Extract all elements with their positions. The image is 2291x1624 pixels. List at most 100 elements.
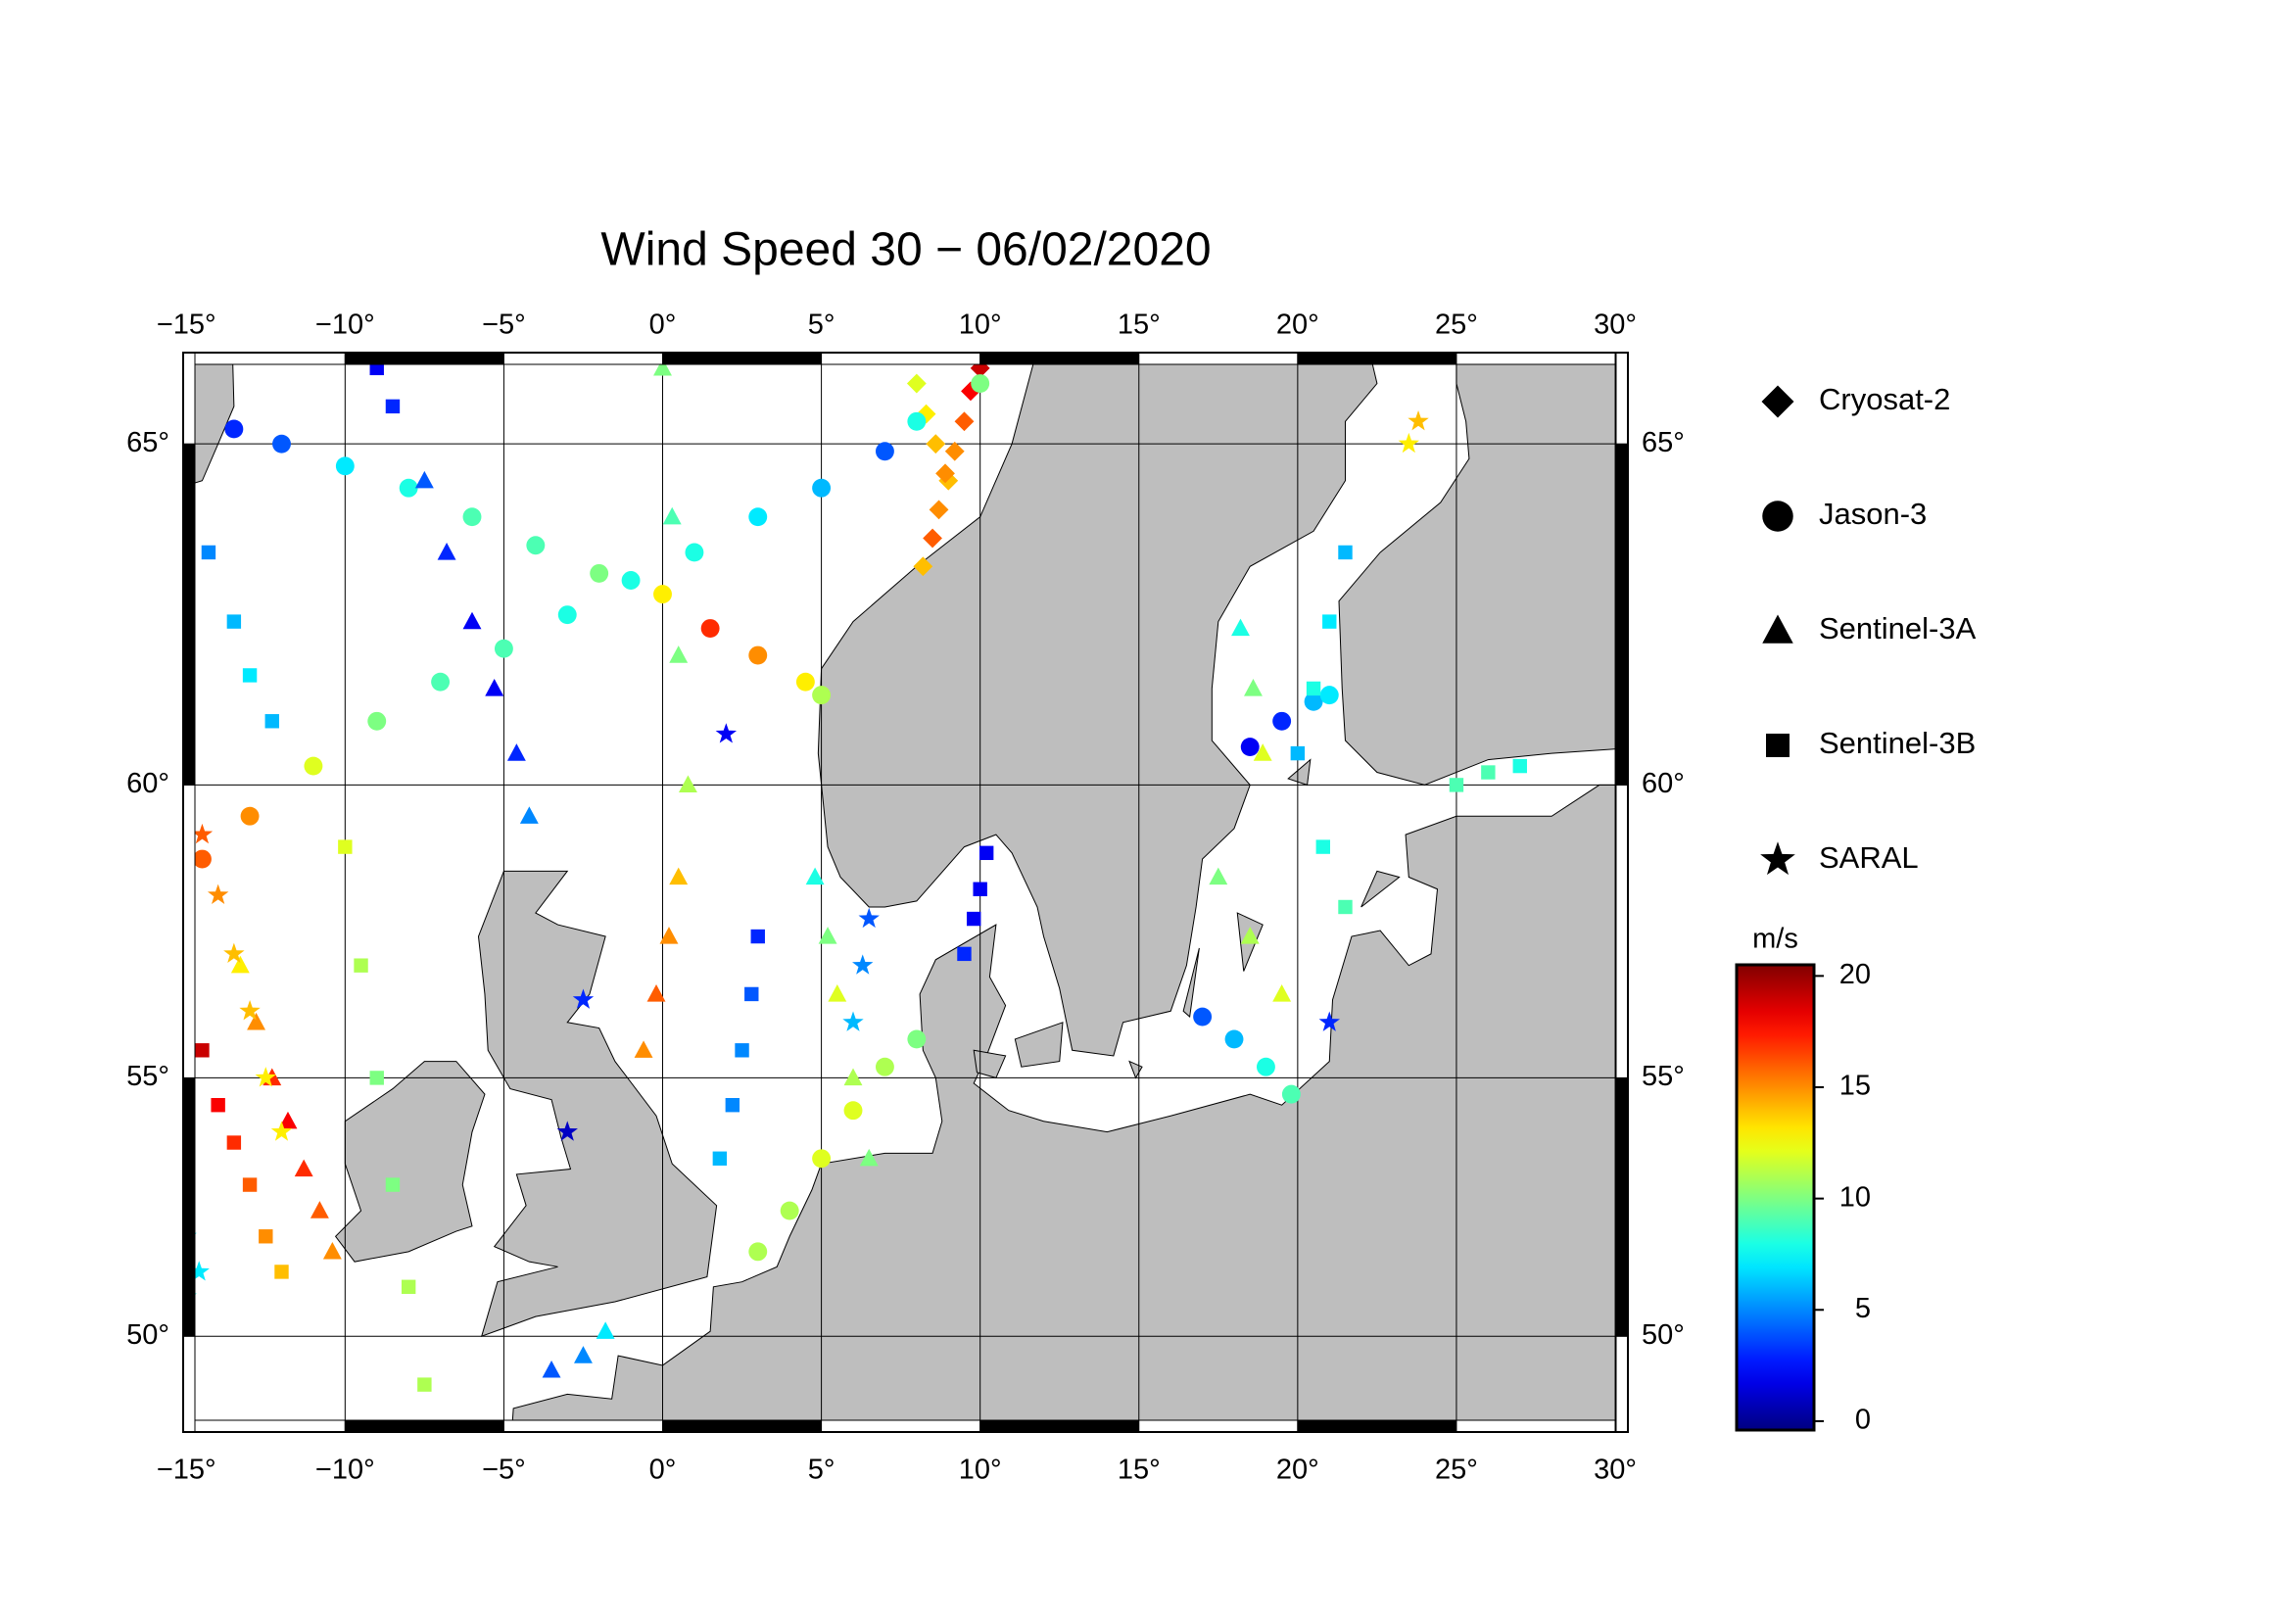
circle-marker xyxy=(748,1242,768,1262)
triangle-marker xyxy=(506,743,526,761)
circle-marker xyxy=(780,1201,799,1220)
square-marker xyxy=(725,1098,740,1113)
square-marker xyxy=(354,958,368,973)
circle-marker xyxy=(653,585,672,604)
square-marker xyxy=(1315,839,1330,854)
square-marker xyxy=(401,1279,416,1294)
circle-marker xyxy=(462,507,482,527)
circle-marker xyxy=(1224,1029,1244,1049)
square-marker xyxy=(259,1229,273,1244)
colorbar-tick-label: 10 xyxy=(1839,1181,1871,1213)
lon-tick-label: 30° xyxy=(1594,310,1637,341)
lon-tick-label: 25° xyxy=(1435,1455,1478,1486)
lat-tick-label: 60° xyxy=(126,768,169,799)
legend-label: Sentinel-3A xyxy=(1819,611,1977,645)
triangle-marker xyxy=(1253,743,1272,761)
square-marker xyxy=(1290,745,1306,761)
frame-strip xyxy=(185,352,346,365)
square-marker xyxy=(1306,681,1321,696)
diamond-marker xyxy=(913,556,933,577)
diamond-marker xyxy=(954,411,975,432)
frame-strip xyxy=(1615,443,1629,786)
frame-strip xyxy=(1456,1419,1616,1433)
star-marker xyxy=(223,942,245,963)
circle-marker xyxy=(1281,1084,1301,1104)
circle-marker xyxy=(812,686,832,705)
circle-marker xyxy=(700,619,720,638)
square-marker xyxy=(242,1177,258,1192)
lon-tick-label: 15° xyxy=(1118,310,1161,341)
diamond-marker xyxy=(944,441,965,461)
triangle-marker xyxy=(1762,614,1793,644)
triangle-marker xyxy=(653,358,672,376)
frame-strip xyxy=(1456,352,1616,365)
circle-marker xyxy=(335,456,355,476)
lat-tick-label: 65° xyxy=(1642,427,1685,458)
frame-strip xyxy=(182,1076,196,1337)
landmass xyxy=(477,870,718,1338)
triangle-marker xyxy=(1209,867,1228,885)
triangle-marker xyxy=(805,867,825,885)
circle-marker xyxy=(494,639,513,658)
frame-strip xyxy=(502,352,664,365)
circle-marker xyxy=(907,1029,927,1049)
square-marker xyxy=(973,882,987,896)
circle-marker xyxy=(812,1149,832,1169)
triangle-marker xyxy=(669,867,689,885)
frame-border xyxy=(182,352,1629,1433)
landmass xyxy=(1182,947,1200,1019)
track-points xyxy=(183,358,1527,1392)
triangle-marker xyxy=(542,1360,561,1378)
lon-tick-label: −10° xyxy=(315,1455,375,1486)
diamond-marker xyxy=(1761,385,1794,418)
triangle-marker xyxy=(230,955,250,974)
triangle-marker xyxy=(294,1159,313,1177)
diamond-marker xyxy=(926,434,946,454)
star-marker xyxy=(1318,1011,1340,1031)
legend: Cryosat-2 Jason-3 Sentinel-3A Sentinel-3B SA… xyxy=(1760,382,1977,875)
circle-marker xyxy=(1240,738,1260,757)
colorbar-tick-label: 0 xyxy=(1855,1405,1871,1436)
colorbar: m/s 0 5 10 15 20 xyxy=(1735,924,1871,1436)
circle-marker xyxy=(1193,1007,1213,1027)
triangle-marker xyxy=(818,927,837,944)
triangle-marker xyxy=(437,543,456,560)
lon-tick-label: 0° xyxy=(649,1455,677,1486)
square-marker xyxy=(1766,734,1790,757)
square-marker xyxy=(264,714,279,729)
star-marker xyxy=(255,1067,276,1087)
colorbar-tick-label: 15 xyxy=(1839,1071,1871,1102)
circle-marker xyxy=(526,536,546,555)
frame: −15° −15° −10° −10° −5° −5° 0° 0° 5° 5° 10° 10° 15° 1… xyxy=(126,310,1685,1486)
square-marker xyxy=(417,1377,432,1392)
circle-marker xyxy=(1256,1057,1275,1076)
frame-strip xyxy=(182,784,196,1078)
landmass xyxy=(817,353,1628,1057)
lat-tick-label: 60° xyxy=(1642,768,1685,799)
frame-strip xyxy=(182,352,196,445)
square-marker xyxy=(338,839,353,854)
square-marker xyxy=(1338,545,1353,560)
circle-marker xyxy=(193,849,212,869)
triangle-marker xyxy=(310,1201,329,1218)
circle-marker xyxy=(907,411,927,431)
map-title: Wind Speed 30 − 06/02/2020 xyxy=(600,224,1211,276)
frame-strip xyxy=(182,443,196,786)
lon-tick-label: 20° xyxy=(1276,1455,1319,1486)
colorbar-unit: m/s xyxy=(1752,924,1798,955)
triangle-marker xyxy=(669,645,689,663)
circle-marker xyxy=(621,571,641,590)
circle-marker xyxy=(1272,711,1292,731)
triangle-marker xyxy=(596,1321,615,1339)
square-marker xyxy=(1338,899,1353,915)
square-marker xyxy=(735,1043,749,1058)
triangle-marker xyxy=(1231,618,1250,637)
square-marker xyxy=(369,1071,384,1085)
lat-tick-label: 50° xyxy=(1642,1319,1685,1351)
colorbar-gradient xyxy=(1735,963,1816,1432)
square-marker xyxy=(195,1043,210,1058)
triangle-marker xyxy=(247,1012,266,1030)
lat-tick-label: 65° xyxy=(126,427,169,458)
legend-label: Jason-3 xyxy=(1819,497,1927,531)
lat-tick-label: 55° xyxy=(1642,1061,1685,1092)
